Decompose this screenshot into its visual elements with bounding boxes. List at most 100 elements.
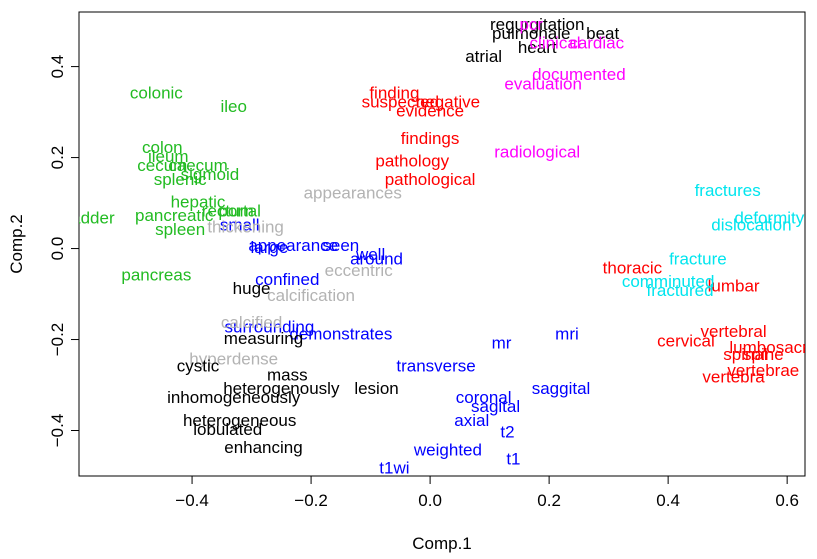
point-label-appearance: appearance [248, 236, 338, 255]
x-tick-label: 0.0 [418, 491, 442, 510]
x-tick-label: −0.4 [175, 491, 209, 510]
point-label-cardiac: cardiac [569, 33, 624, 52]
point-label-comminuted: comminuted [622, 272, 715, 291]
point-label-t2: t2 [500, 422, 514, 441]
point-label-pathological: pathological [385, 170, 476, 189]
point-label-cervical: cervical [657, 331, 715, 350]
point-label-lesion: lesion [354, 379, 398, 398]
point-label-axial: axial [454, 411, 489, 430]
y-tick-label: −0.2 [48, 323, 67, 357]
point-label-caecum: caecum [168, 156, 228, 175]
point-label-vertebral: vertebral [701, 322, 767, 341]
point-label-mass: mass [267, 365, 308, 384]
point-label-evidence: evidence [396, 102, 464, 121]
y-axis: −0.4 −0.2 0.0 0.2 0.4 [48, 55, 79, 448]
point-label-huge: huge [233, 279, 271, 298]
point-label-saggital: saggital [532, 379, 591, 398]
point-label-surrounding: surrounding [225, 318, 315, 337]
point-label-heart: heart [518, 38, 557, 57]
point-label-suspected: suspected [362, 92, 440, 111]
x-tick-label: 0.4 [656, 491, 680, 510]
point-label-heterogenously: heterogenously [223, 379, 340, 398]
point-label-fracture: fracture [669, 249, 727, 268]
point-label-transverse: transverse [396, 356, 475, 375]
x-axis-title: Comp.1 [412, 534, 472, 553]
point-label-finding: finding [369, 83, 419, 102]
point-label-well: well [355, 245, 385, 264]
point-label-small: small [220, 215, 260, 234]
point-label-eccentric: eccentric [325, 261, 394, 280]
point-label-calcified: calcified [221, 313, 282, 332]
point-label-seen: seen [322, 236, 359, 255]
point-label-around: around [350, 249, 403, 268]
y-tick-label: 0.0 [48, 237, 67, 261]
point-label-splenic: splenic [154, 170, 207, 189]
point-label-vertebrae: vertebrae [727, 361, 799, 380]
y-tick-label: −0.4 [48, 414, 67, 448]
point-label-hyperdense: hyperdense [189, 349, 278, 368]
point-label-appearances: appearances [304, 183, 402, 202]
x-tick-label: 0.6 [775, 491, 799, 510]
point-label-regurgitation: regurgitation [490, 15, 585, 34]
point-label-large: large [251, 238, 289, 257]
point-label-ileo: ileo [220, 97, 246, 116]
point-label-clinical: clinical [530, 33, 581, 52]
point-label-fractures: fractures [695, 181, 761, 200]
point-label-enhancing: enhancing [224, 438, 302, 457]
point-label-dislocation: dislocation [711, 215, 791, 234]
point-label-vertebra: vertebra [702, 368, 765, 387]
point-label-pcr: pcr [519, 15, 543, 34]
point-label-sigmoid: sigmoid [181, 165, 240, 184]
point-label-radiological: radiological [494, 143, 580, 162]
point-label-demonstrates: demonstrates [289, 324, 392, 343]
point-label-heterogeneous: heterogeneous [183, 411, 296, 430]
point-label-pancreas: pancreas [121, 265, 191, 284]
point-label-spine: spine [743, 345, 784, 364]
x-tick-label: −0.2 [294, 491, 328, 510]
point-label-lumbosacral: lumbosacral [729, 338, 817, 357]
plot-frame [78, 11, 806, 477]
point-label-documented: documented [532, 65, 626, 84]
point-label-confined: confined [255, 270, 319, 289]
point-label-gallbladder: gallbladder [31, 208, 115, 227]
point-label-calcification: calcification [267, 286, 355, 305]
point-label-portal: portal [218, 202, 261, 221]
point-label-thoracic: thoracic [603, 259, 663, 278]
point-label-negative: negative [416, 92, 480, 111]
point-label-findings: findings [401, 129, 460, 148]
y-tick-label: 0.2 [48, 146, 67, 170]
point-label-cystic: cystic [177, 356, 220, 375]
point-label-colonic: colonic [130, 83, 183, 102]
x-axis: −0.4 −0.2 0.0 0.2 0.4 0.6 [175, 476, 799, 510]
point-label-cecum: cecum [137, 156, 187, 175]
point-label-pulmonale: pulmonale [492, 24, 570, 43]
point-label-weighted: weighted [413, 440, 482, 459]
point-label-evaluation: evaluation [504, 74, 582, 93]
point-label-t1: t1 [506, 450, 520, 469]
point-label-inhomogeneously: inhomogeneously [167, 388, 301, 407]
point-label-deformity: deformity [734, 208, 804, 227]
y-tick-label: 0.4 [48, 55, 67, 79]
point-label-mri: mri [555, 324, 579, 343]
point-label-lumbar: lumbar [708, 277, 760, 296]
point-label-sagital: sagital [471, 397, 520, 416]
point-label-spleen: spleen [155, 220, 205, 239]
point-label-colon: colon [142, 138, 183, 157]
point-label-pancreatic: pancreatic [135, 206, 214, 225]
point-label-spinal: spinal [723, 345, 767, 364]
point-label-coronal: coronal [456, 388, 512, 407]
point-label-rectum: rectum [202, 202, 254, 221]
point-label-fractured: fractured [646, 281, 713, 300]
point-label-mr: mr [492, 334, 512, 353]
point-label-ileum: ileum [148, 147, 189, 166]
point-label-atrial: atrial [465, 47, 502, 66]
y-axis-title: Comp.2 [7, 214, 26, 274]
point-label-thickening: thickening [207, 218, 284, 237]
point-label-pathology: pathology [375, 152, 449, 171]
point-label-hepatic: hepatic [171, 193, 226, 212]
point-label-t1wi: t1wi [379, 459, 409, 478]
point-label-beat: beat [586, 24, 619, 43]
point-label-lobulated: lobulated [193, 420, 262, 439]
